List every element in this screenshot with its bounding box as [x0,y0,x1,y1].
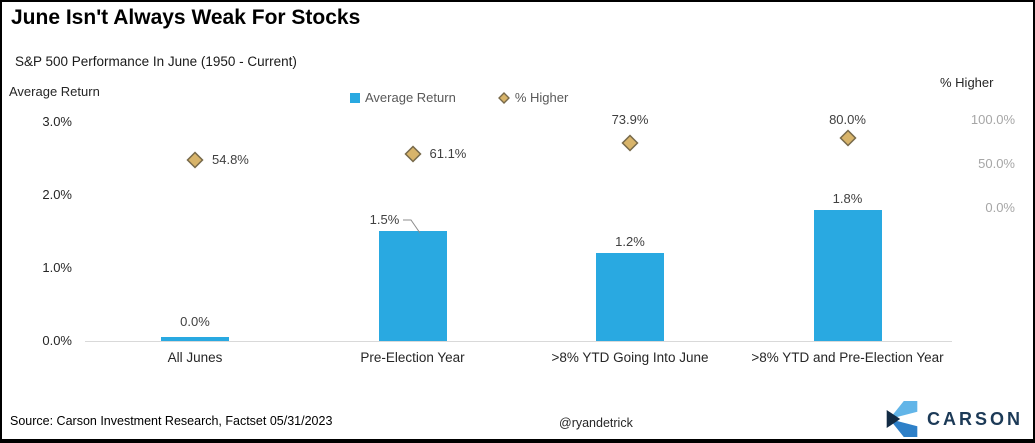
x-axis-line [85,341,952,342]
bar [813,210,882,341]
category-label: All Junes [167,350,223,365]
bar [161,337,229,341]
bar-swatch-icon [350,92,360,103]
bar [378,231,447,341]
marker-diamond-icon [186,151,204,169]
legend-label: % Higher [514,90,569,105]
left-tick-label: 3.0% [42,114,72,129]
bar-value-label: 1.2% [615,234,645,249]
marker-diamond-icon [838,129,857,147]
carson-chevron-icon [884,400,920,438]
category-label: Pre-Election Year [360,350,465,365]
left-tick-label: 0.0% [42,333,72,348]
marker-value-label: 61.1% [429,146,467,162]
source-text: Source: Carson Investment Research, Fact… [10,414,333,428]
legend: Average Return % Higher [350,90,568,105]
marker-value-label: 54.8% [212,151,249,167]
legend-item-average-return: Average Return [350,90,456,105]
chart-title: June Isn't Always Weak For Stocks [11,6,361,29]
right-axis-title: % Higher [940,75,994,90]
carson-wordmark: CARSON [927,408,1024,429]
label-leader-line [403,216,423,240]
bar-value-label: 0.0% [180,314,210,329]
right-tick-label: 0.0% [985,200,1015,215]
marker-value-label: 73.9% [611,111,649,127]
left-tick-label: 2.0% [42,187,72,202]
diamond-swatch-icon [497,91,510,104]
chart-subtitle: S&P 500 Performance In June (1950 - Curr… [15,54,297,69]
marker-diamond-icon [403,145,422,163]
carson-logo: CARSON [884,400,1023,438]
right-tick-label: 100.0% [970,112,1015,127]
marker-value-label: 80.0% [829,111,866,127]
category-label: >8% YTD and Pre-Election Year [751,350,944,365]
category-label: >8% YTD Going Into June [551,350,709,365]
left-tick-label: 1.0% [42,260,72,275]
right-tick-label: 50.0% [978,156,1015,171]
bar-value-label: 1.5% [369,212,400,227]
bar [596,253,664,341]
twitter-handle: @ryandetrick [559,416,633,430]
marker-diamond-icon [621,134,639,152]
bar-value-label: 1.8% [832,191,863,206]
left-axis-title: Average Return [9,84,100,99]
legend-label: Average Return [365,90,456,105]
legend-item-pct-higher: % Higher [497,90,569,105]
